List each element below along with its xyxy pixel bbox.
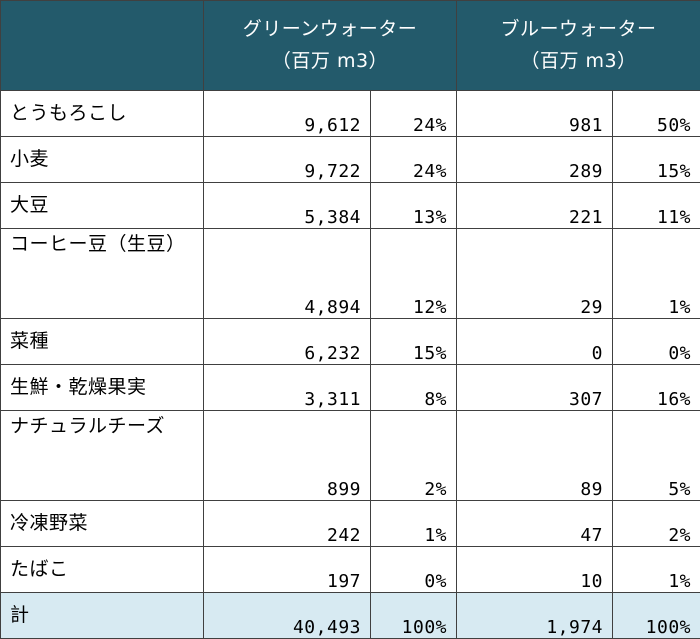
row-label: 生鮮・乾燥果実 (1, 365, 204, 411)
green-water-value: 9,722 (204, 137, 371, 183)
row-label: 小麦 (1, 137, 204, 183)
green-water-percent: 0% (371, 547, 457, 593)
blue-water-percent: 2% (613, 501, 700, 547)
row-label: 冷凍野菜 (1, 501, 204, 547)
table-row: たばこ 197 0% 10 1% (1, 547, 700, 593)
blue-water-value: 981 (457, 91, 613, 137)
blue-water-percent: 15% (613, 137, 700, 183)
green-water-percent: 1% (371, 501, 457, 547)
header-row: グリーンウォーター （百万 m3） ブルーウォーター （百万 m3） (1, 1, 700, 91)
table-body: とうもろこし 9,612 24% 981 50% 小麦 9,722 24% 28… (1, 91, 700, 639)
green-water-percent: 24% (371, 137, 457, 183)
table-row: 大豆 5,384 13% 221 11% (1, 183, 700, 229)
green-water-percent: 2% (371, 411, 457, 501)
header-blue-water-unit: （百万 m3） (466, 46, 691, 77)
header-blue-water-title: ブルーウォーター (466, 14, 691, 45)
table-row: 冷凍野菜 242 1% 47 2% (1, 501, 700, 547)
green-water-value: 6,232 (204, 319, 371, 365)
green-water-value: 3,311 (204, 365, 371, 411)
row-label: 大豆 (1, 183, 204, 229)
table-row: コーヒー豆（生豆） 4,894 12% 29 1% (1, 229, 700, 319)
green-water-value: 5,384 (204, 183, 371, 229)
table-row: 生鮮・乾燥果実 3,311 8% 307 16% (1, 365, 700, 411)
blue-water-percent: 1% (613, 229, 700, 319)
total-blue-water-value: 1,974 (457, 593, 613, 639)
table-row: 小麦 9,722 24% 289 15% (1, 137, 700, 183)
blue-water-value: 289 (457, 137, 613, 183)
blue-water-value: 0 (457, 319, 613, 365)
row-label: コーヒー豆（生豆） (1, 229, 204, 319)
blue-water-value: 307 (457, 365, 613, 411)
blue-water-value: 47 (457, 501, 613, 547)
row-label: ナチュラルチーズ (1, 411, 204, 501)
green-water-percent: 12% (371, 229, 457, 319)
total-green-water-value: 40,493 (204, 593, 371, 639)
total-green-water-percent: 100% (371, 593, 457, 639)
table-row: ナチュラルチーズ 899 2% 89 5% (1, 411, 700, 501)
header-green-water-unit: （百万 m3） (213, 46, 447, 77)
blue-water-value: 89 (457, 411, 613, 501)
blue-water-percent: 0% (613, 319, 700, 365)
green-water-percent: 15% (371, 319, 457, 365)
green-water-percent: 24% (371, 91, 457, 137)
blue-water-value: 10 (457, 547, 613, 593)
green-water-value: 4,894 (204, 229, 371, 319)
header-green-water: グリーンウォーター （百万 m3） (204, 1, 457, 91)
green-water-value: 9,612 (204, 91, 371, 137)
header-corner-cell (1, 1, 204, 91)
green-water-value: 899 (204, 411, 371, 501)
green-water-percent: 8% (371, 365, 457, 411)
green-water-percent: 13% (371, 183, 457, 229)
green-water-value: 197 (204, 547, 371, 593)
row-label: とうもろこし (1, 91, 204, 137)
table-total-row: 計 40,493 100% 1,974 100% (1, 593, 700, 639)
blue-water-value: 29 (457, 229, 613, 319)
row-label: 菜種 (1, 319, 204, 365)
blue-water-percent: 50% (613, 91, 700, 137)
blue-water-percent: 16% (613, 365, 700, 411)
blue-water-percent: 1% (613, 547, 700, 593)
total-label: 計 (1, 593, 204, 639)
table-row: とうもろこし 9,612 24% 981 50% (1, 91, 700, 137)
green-water-value: 242 (204, 501, 371, 547)
blue-water-percent: 11% (613, 183, 700, 229)
row-label: たばこ (1, 547, 204, 593)
table-header: グリーンウォーター （百万 m3） ブルーウォーター （百万 m3） (1, 1, 700, 91)
table-row: 菜種 6,232 15% 0 0% (1, 319, 700, 365)
header-green-water-title: グリーンウォーター (213, 14, 447, 45)
header-blue-water: ブルーウォーター （百万 m3） (457, 1, 700, 91)
blue-water-percent: 5% (613, 411, 700, 501)
blue-water-value: 221 (457, 183, 613, 229)
total-blue-water-percent: 100% (613, 593, 700, 639)
